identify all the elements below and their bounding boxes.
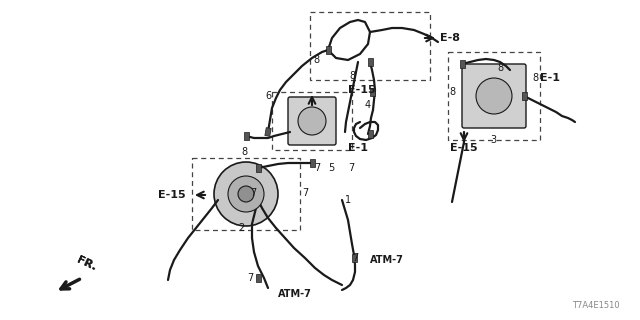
Text: T7A4E1510: T7A4E1510	[572, 301, 620, 310]
Circle shape	[298, 107, 326, 135]
FancyBboxPatch shape	[462, 64, 526, 128]
Text: 8: 8	[497, 63, 503, 73]
Bar	[192, 158, 300, 230]
Text: ATM-7: ATM-7	[370, 255, 404, 265]
Circle shape	[214, 162, 278, 226]
Text: E-15: E-15	[348, 85, 376, 95]
Text: E-1: E-1	[540, 73, 560, 83]
Bar	[369, 88, 374, 96]
Text: 8: 8	[449, 87, 455, 97]
FancyBboxPatch shape	[288, 97, 336, 145]
Text: 8: 8	[314, 55, 320, 65]
Text: 7: 7	[247, 273, 253, 283]
Text: 8: 8	[350, 71, 356, 81]
Text: 7: 7	[302, 188, 308, 198]
Text: E-8: E-8	[440, 33, 460, 43]
Bar	[265, 128, 271, 136]
Text: 7: 7	[314, 163, 320, 173]
Text: 7: 7	[250, 188, 256, 198]
Bar	[367, 58, 372, 66]
Bar	[243, 132, 248, 140]
Bar	[522, 92, 527, 100]
Text: E-1: E-1	[348, 143, 368, 153]
Text: FR.: FR.	[75, 254, 98, 272]
Bar	[272, 92, 352, 150]
Bar	[255, 274, 260, 282]
Text: FR.: FR.	[75, 254, 98, 272]
Bar	[310, 12, 430, 80]
Text: 8: 8	[242, 147, 248, 157]
Bar	[310, 159, 314, 167]
Circle shape	[476, 78, 512, 114]
Text: 1: 1	[345, 195, 351, 205]
Text: 7: 7	[348, 163, 355, 173]
Text: 2: 2	[238, 223, 244, 233]
Bar	[326, 46, 330, 54]
Text: ATM-7: ATM-7	[278, 289, 312, 299]
Text: 5: 5	[328, 163, 334, 173]
Text: 6: 6	[266, 91, 272, 101]
Bar	[448, 52, 540, 140]
Text: 4: 4	[365, 100, 371, 110]
Circle shape	[238, 186, 254, 202]
Bar	[255, 164, 260, 172]
Bar	[367, 130, 372, 138]
Text: 7: 7	[352, 253, 358, 263]
Text: 8: 8	[532, 73, 538, 83]
Bar	[460, 60, 465, 68]
Text: E-15: E-15	[450, 143, 477, 153]
Bar	[351, 254, 356, 262]
Text: E-15: E-15	[158, 190, 186, 200]
Text: 3: 3	[490, 135, 496, 145]
Circle shape	[228, 176, 264, 212]
